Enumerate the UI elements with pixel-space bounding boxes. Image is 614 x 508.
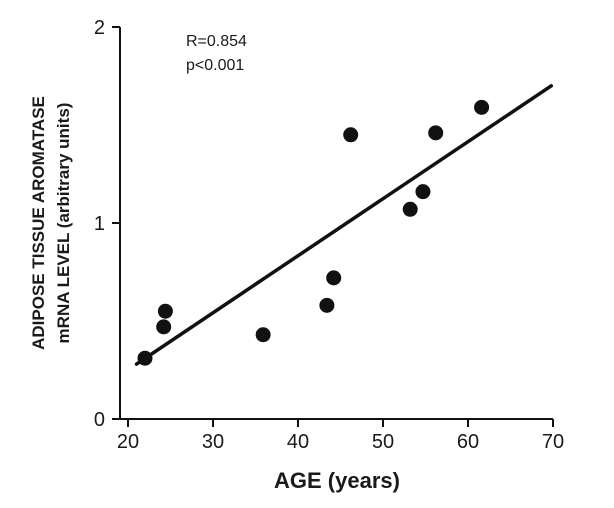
data-point: [474, 99, 490, 115]
y-tick-label: 0: [94, 409, 105, 431]
y-axis-title-line-2: mRNA LEVEL (arbitrary units): [54, 103, 73, 344]
x-tick-label: 60: [457, 431, 479, 453]
data-point: [415, 184, 431, 200]
regression-line-group: [134, 84, 554, 366]
annotation-r-value: R=0.854: [186, 33, 247, 50]
data-point: [402, 201, 418, 217]
x-tick-label: 70: [542, 431, 564, 453]
data-point: [326, 270, 342, 286]
data-point: [157, 303, 173, 319]
regression-line: [134, 84, 554, 366]
data-point: [255, 327, 271, 343]
x-ticks: 20 30 40 50 60 70: [117, 419, 564, 453]
x-tick-label: 40: [287, 431, 309, 453]
data-point: [428, 125, 444, 141]
y-ticks: 0 1 2: [94, 17, 120, 431]
x-tick-label: 50: [372, 431, 394, 453]
x-tick-label: 20: [117, 431, 139, 453]
data-point: [319, 297, 335, 313]
data-point: [137, 350, 153, 366]
y-tick-label: 1: [94, 213, 105, 235]
data-point: [343, 127, 359, 143]
x-tick-label: 30: [202, 431, 224, 453]
annotation-p-value: p<0.001: [186, 57, 244, 74]
y-axis-title-line-1: ADIPOSE TISSUE AROMATASE: [29, 96, 48, 350]
x-axis-title: AGE (years): [274, 468, 400, 493]
data-points: [137, 99, 490, 366]
data-point: [156, 319, 172, 335]
y-tick-label: 2: [94, 17, 105, 39]
